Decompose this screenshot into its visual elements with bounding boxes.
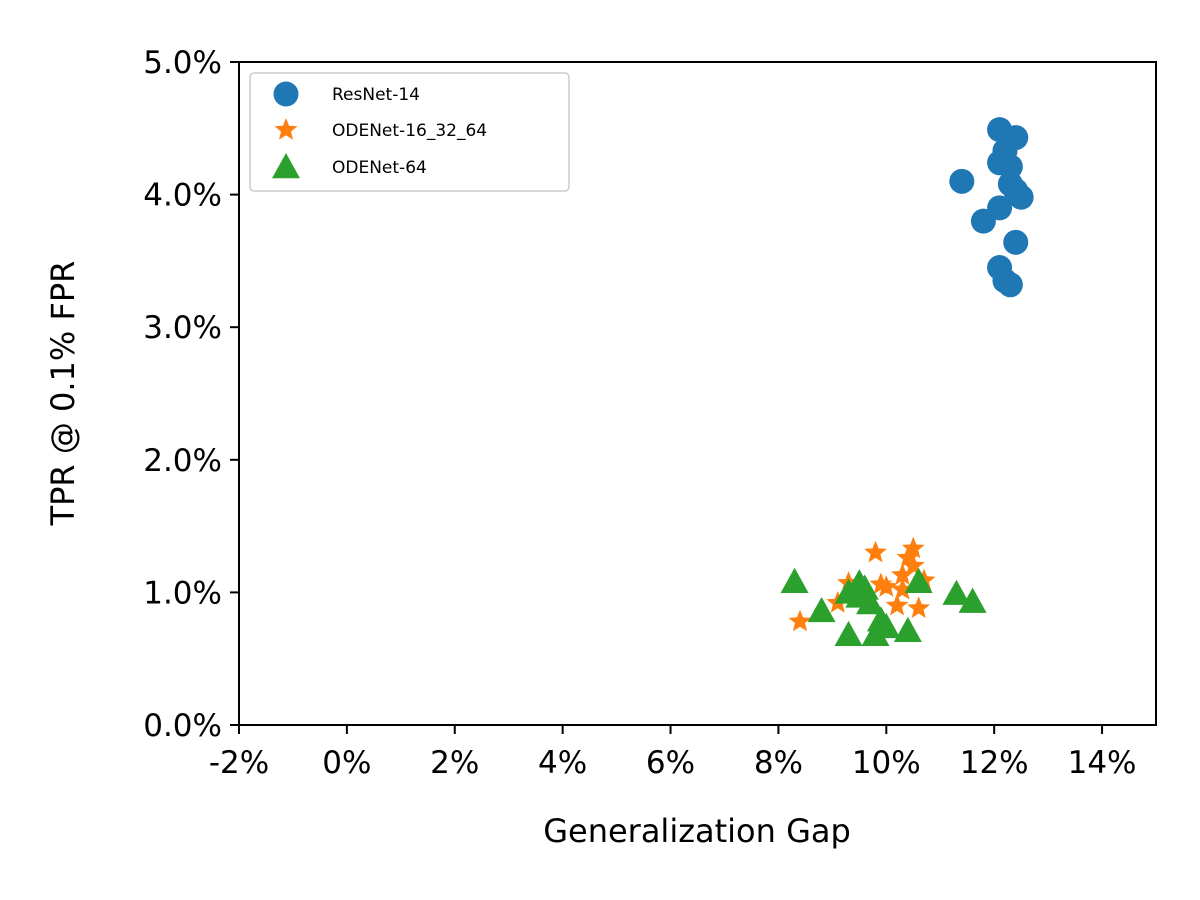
- legend-markers: [272, 81, 300, 179]
- legend-marker-resnet-14: [273, 81, 299, 107]
- legend-marker-odenet-64: [272, 153, 300, 179]
- y-tick-label: 0.0%: [143, 708, 222, 744]
- legend-box: [249, 72, 570, 192]
- data-point-odenet-16-32-64: [907, 596, 931, 619]
- legend-marker-odenet-16-32-64: [274, 118, 298, 140]
- legend: ResNet-14 ODENet-16_32_64 ODENet-64: [249, 72, 570, 192]
- data-point-odenet-16-32-64: [891, 563, 914, 585]
- data-point-resnet-14: [949, 168, 975, 194]
- y-tick-label: 5.0%: [143, 45, 222, 81]
- y-axis-label: TPR @ 0.1% FPR: [44, 261, 82, 527]
- ticks-layer: -2% 0% 2% 4% 6% 8% 10% 12% 14% 0.0% 1.0% 2.0% 3.0% 4.…: [143, 45, 1136, 781]
- legend-label-odenet-64: ODENet-64: [332, 158, 427, 178]
- data-point-odenet-64: [807, 596, 836, 623]
- data-point-resnet-14: [997, 272, 1023, 298]
- data-point-odenet-16-32-64: [901, 536, 925, 559]
- data-point-resnet-14: [970, 208, 996, 234]
- data-point-resnet-14: [1008, 184, 1034, 210]
- data-point-odenet-64: [780, 567, 809, 593]
- data-point-odenet-64: [834, 620, 863, 647]
- data-point-odenet-64: [904, 567, 933, 593]
- data-point-resnet-14: [1003, 229, 1029, 255]
- legend-label-odenet-16-32-64: ODENet-16_32_64: [332, 121, 487, 141]
- x-tick-label: 0%: [322, 745, 371, 781]
- x-tick-label: 2%: [430, 745, 479, 781]
- legend-label-resnet-14: ResNet-14: [332, 85, 420, 105]
- data-point-odenet-16-32-64: [891, 577, 914, 600]
- data-point-odenet-16-32-64: [864, 540, 887, 563]
- x-tick-label: 14%: [1068, 745, 1137, 781]
- x-tick-label: -2%: [209, 745, 269, 781]
- points-layer: [780, 117, 1034, 647]
- data-point-odenet-64: [861, 620, 890, 647]
- data-point-odenet-64: [942, 579, 971, 605]
- data-point-odenet-16-32-64: [896, 545, 920, 568]
- data-point-resnet-14: [997, 154, 1023, 180]
- x-tick-label: 4%: [538, 745, 587, 781]
- plot-frame: [238, 61, 1157, 726]
- y-tick-label: 4.0%: [143, 178, 222, 214]
- y-tick-label: 1.0%: [143, 575, 222, 611]
- data-point-odenet-64: [958, 587, 987, 613]
- data-point-odenet-16-32-64: [885, 593, 909, 616]
- x-tick-label: 12%: [960, 745, 1029, 781]
- data-point-odenet-64: [893, 616, 922, 643]
- data-point-odenet-64: [856, 589, 885, 615]
- x-tick-label: 6%: [646, 745, 695, 781]
- x-tick-label: 10%: [852, 745, 921, 781]
- data-point-odenet-16-32-64: [901, 553, 925, 576]
- x-tick-label: 8%: [754, 745, 803, 781]
- x-axis-label: Generalization Gap: [543, 812, 851, 850]
- data-point-odenet-16-32-64: [874, 575, 898, 597]
- y-tick-label: 2.0%: [143, 443, 222, 479]
- y-tick-label: 3.0%: [143, 310, 222, 346]
- data-point-odenet-16-32-64: [788, 609, 812, 632]
